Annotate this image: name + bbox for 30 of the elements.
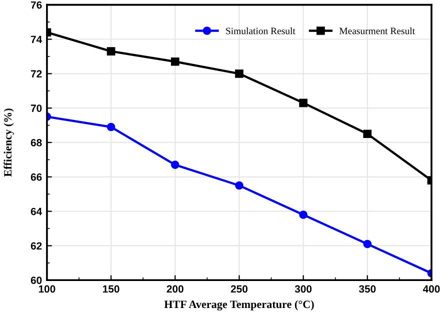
- point: [106, 47, 116, 56]
- x-tick-label: 200: [166, 285, 184, 293]
- point: [170, 160, 180, 170]
- y-tick-label: 74: [30, 36, 42, 44]
- x-tick-label: 250: [230, 285, 248, 293]
- y-tick-label: 70: [30, 104, 42, 112]
- y-tick-label: 72: [30, 70, 42, 78]
- point: [235, 69, 244, 78]
- point: [299, 210, 308, 219]
- y-tick-label: 68: [30, 138, 42, 146]
- y-tick-label: 60: [30, 276, 42, 284]
- point: [299, 98, 308, 108]
- y-tick-label: 64: [30, 208, 42, 216]
- point: [363, 130, 372, 138]
- x-tick-label: 350: [358, 285, 376, 293]
- x-tick-label: 100: [38, 285, 56, 293]
- y-tick-label: 62: [30, 242, 42, 250]
- legend-label: Simulation Result: [226, 27, 296, 34]
- point: [235, 181, 244, 190]
- y-tick-label: 66: [30, 173, 42, 181]
- point: [170, 57, 180, 66]
- x-tick-label: 300: [294, 285, 312, 293]
- x-tick-label: 150: [103, 285, 120, 293]
- legend-label: Measurment Result: [339, 27, 415, 34]
- x-tick-label: 400: [422, 285, 440, 293]
- point: [106, 122, 116, 132]
- x-axis-title: HTF Average Temperature (°C): [164, 300, 314, 310]
- y-tick-label: 76: [30, 1, 42, 9]
- point: [363, 240, 372, 248]
- y-axis-title: Efficiency (%): [4, 108, 14, 177]
